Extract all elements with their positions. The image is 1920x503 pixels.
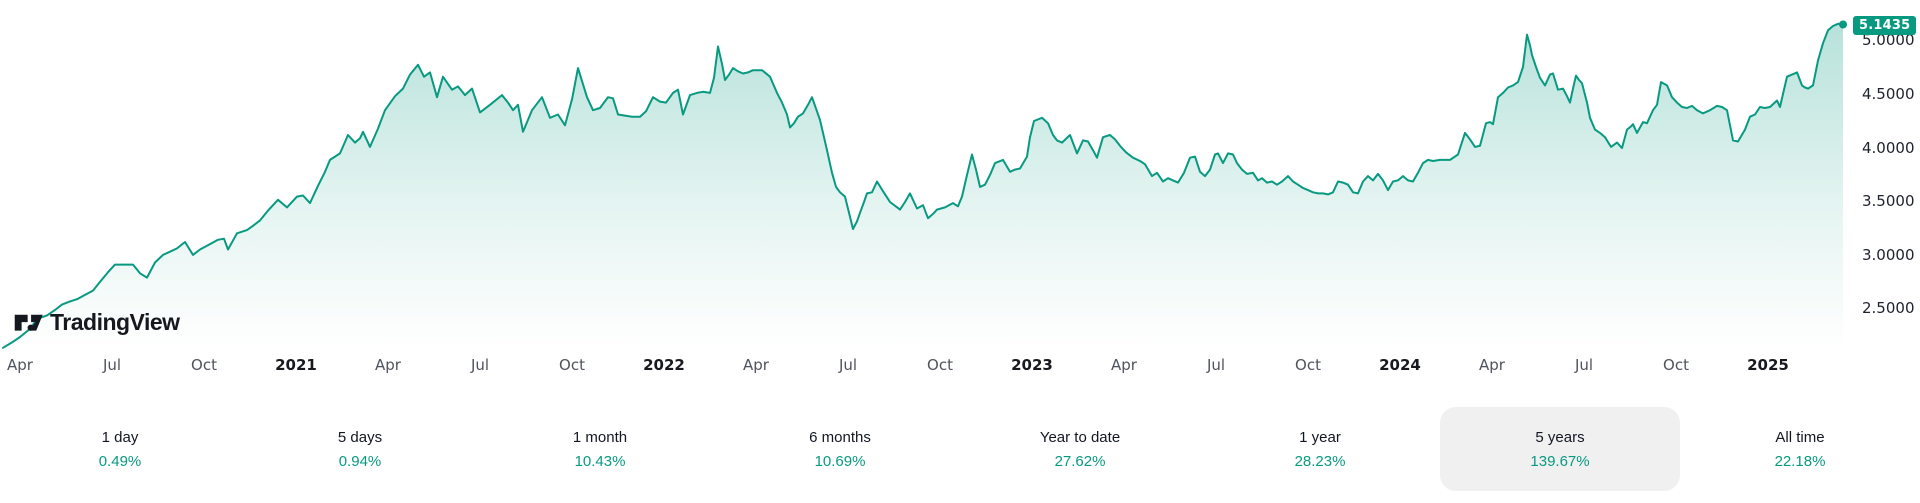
y-axis-label: 3.5000 [1862, 192, 1915, 210]
chart-area[interactable]: 5.0000 4.5000 4.0000 3.5000 3.0000 2.5000 5.1… [0, 0, 1920, 400]
range-button-1-month[interactable]: 1 month 10.43% [480, 407, 720, 491]
x-axis-month-label: Oct [191, 356, 217, 374]
range-label: 1 month [572, 428, 628, 446]
x-axis-year-label: 2023 [1011, 356, 1053, 374]
x-axis-month-label: Jul [470, 356, 490, 374]
x-axis-month-label: Apr [1111, 356, 1137, 374]
range-change-percent: 28.23% [1294, 452, 1346, 470]
range-label: 5 years [1535, 428, 1585, 446]
price-line [2, 22, 1844, 349]
y-axis-label: 4.0000 [1862, 139, 1915, 157]
range-change-percent: 0.49% [98, 452, 142, 470]
range-label: Year to date [1039, 428, 1121, 446]
x-axis-month-label: Apr [375, 356, 401, 374]
y-axis-label: 5.0000 [1862, 31, 1915, 49]
range-change-percent: 27.62% [1054, 452, 1106, 470]
tradingview-logo[interactable]: TradingView [13, 307, 180, 338]
range-label: 5 days [337, 428, 383, 446]
range-label: All time [1775, 428, 1825, 446]
x-axis-month-label: Apr [1479, 356, 1505, 374]
range-label: 1 year [1299, 428, 1341, 446]
range-button-1-year[interactable]: 1 year 28.23% [1200, 407, 1440, 491]
logo-wordmark: TradingView [50, 309, 180, 335]
x-axis-month-label: Oct [559, 356, 585, 374]
range-label: 1 day [101, 428, 139, 446]
range-button-5-years[interactable]: 5 years 139.67% [1440, 407, 1680, 491]
x-axis-month-label: Jul [838, 356, 858, 374]
x-axis-month-label: Oct [1295, 356, 1321, 374]
range-label: 6 months [809, 428, 871, 446]
x-axis-month-label: Jul [1206, 356, 1226, 374]
x-axis-month-label: Apr [7, 356, 33, 374]
x-axis-month-label: Oct [927, 356, 953, 374]
last-price-badge: 5.1435 [1853, 16, 1917, 35]
range-change-percent: 10.69% [814, 452, 866, 470]
range-button-year-to-date[interactable]: Year to date 27.62% [960, 407, 1200, 491]
logo-mark-icon [14, 314, 43, 331]
range-change-percent: 10.43% [574, 452, 626, 470]
x-axis-month-label: Oct [1663, 356, 1689, 374]
x-axis-month-label: Apr [743, 356, 769, 374]
x-axis-month-label: Jul [102, 356, 122, 374]
range-button-1-day[interactable]: 1 day 0.49% [0, 407, 240, 491]
x-axis-year-label: 2025 [1747, 356, 1789, 374]
range-button-all-time[interactable]: All time 22.18% [1680, 407, 1920, 491]
range-button-5-days[interactable]: 5 days 0.94% [240, 407, 480, 491]
range-change-percent: 0.94% [338, 452, 382, 470]
x-axis-year-label: 2022 [643, 356, 685, 374]
area-fill [3, 23, 1843, 349]
x-axis-year-label: 2024 [1379, 356, 1421, 374]
range-button-6-months[interactable]: 6 months 10.69% [720, 407, 960, 491]
x-axis-month-label: Jul [1574, 356, 1594, 374]
y-axis-label: 2.5000 [1862, 299, 1915, 317]
range-buttons: 1 day 0.49% 5 days 0.94% 1 month 10.43% 6 mont… [0, 400, 1920, 503]
price-chart-svg[interactable] [0, 0, 1920, 400]
range-change-percent: 139.67% [1530, 452, 1590, 470]
y-axis-label: 4.5000 [1862, 85, 1915, 103]
range-change-percent: 22.18% [1774, 452, 1826, 470]
y-axis-label: 3.0000 [1862, 246, 1915, 264]
last-price-marker [1839, 20, 1847, 29]
x-axis-year-label: 2021 [275, 356, 317, 374]
